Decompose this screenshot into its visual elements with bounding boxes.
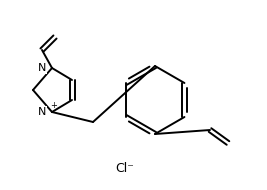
Text: +: + xyxy=(50,101,57,111)
Text: N: N xyxy=(38,63,46,73)
Text: Cl⁻: Cl⁻ xyxy=(116,162,135,174)
Text: N: N xyxy=(38,107,46,117)
